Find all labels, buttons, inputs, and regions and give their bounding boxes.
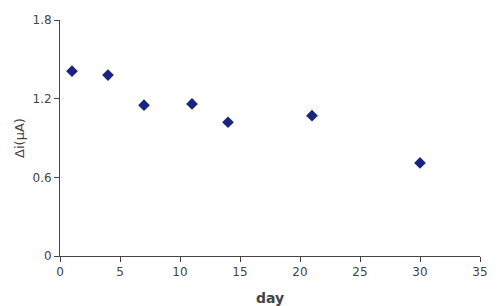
- svg-text:20: 20: [292, 265, 307, 279]
- svg-text:0.6: 0.6: [33, 171, 52, 185]
- svg-text:0: 0: [44, 249, 52, 263]
- svg-text:1.2: 1.2: [33, 92, 52, 106]
- svg-text:0: 0: [56, 265, 64, 279]
- svg-text:35: 35: [472, 265, 487, 279]
- svg-text:15: 15: [232, 265, 247, 279]
- svg-text:5: 5: [116, 265, 124, 279]
- svg-text:Δi(μA): Δi(μA): [12, 118, 27, 158]
- svg-text:1.8: 1.8: [33, 13, 52, 27]
- svg-text:25: 25: [352, 265, 367, 279]
- svg-text:10: 10: [172, 265, 187, 279]
- svg-text:30: 30: [412, 265, 427, 279]
- svg-text:day: day: [256, 290, 284, 306]
